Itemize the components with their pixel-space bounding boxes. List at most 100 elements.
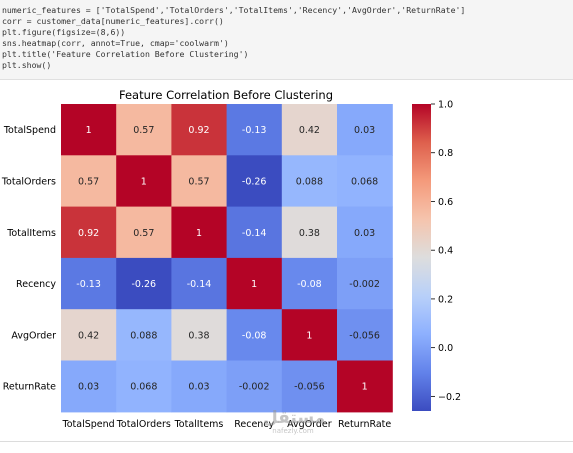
cell-annotation: 1 [362,382,368,393]
correlation-heatmap: Feature Correlation Before Clustering 1 0… [1,88,461,430]
cell-output: Feature Correlation Before Clustering 1 0… [0,80,573,449]
cell-annotation: -0.08 [242,330,267,341]
heatmap-cell [171,257,228,310]
colorbar-tick-label: 0.2 [438,294,453,305]
cell-annotation: 0.088 [296,176,323,187]
cell-annotation: 0.57 [188,176,209,187]
heatmap-cell [61,309,117,362]
colorbar-tick-label: −0.2 [438,392,461,403]
heatmap-cell [116,257,172,310]
heatmap-cell [281,104,338,156]
row-label: TotalSpend [3,125,56,136]
cell-annotation: 0.92 [78,228,99,239]
colorbar [412,104,431,411]
heatmap-cell [171,155,228,208]
row-label: TotalItems [6,228,56,239]
cell-annotation: -0.13 [242,125,267,136]
heatmap-cell [61,206,117,259]
cell-annotation: 0.03 [188,382,209,393]
heatmap-cell [281,309,338,362]
column-labels: TotalSpend TotalOrders TotalItems Recency Av… [62,419,392,430]
heatmap-cell [171,104,228,156]
cell-annotation: 1 [306,330,312,341]
cell-annotation: 0.57 [78,176,99,187]
heatmap-cell [226,257,283,310]
cell-annotation: -0.26 [242,176,267,187]
cell-annotation: 1 [86,125,92,136]
cell-annotation: 0.92 [188,125,209,136]
heatmap-cell [61,360,117,413]
heatmap-cells: 1 0.57 0.92 -0.13 0.42 0.03 0.57 1 0.57 -0.26 0.08… [61,104,393,413]
cell-annotation: 0.38 [299,228,320,239]
heatmap-cell [116,155,172,208]
cell-annotation: -0.14 [242,228,267,239]
code-line: corr = customer_data[numeric_features].c… [2,16,224,26]
heatmap-cell [337,206,393,259]
heatmap-cell [337,257,393,310]
cell-annotation: -0.056 [349,330,380,341]
cell-annotation: 0.088 [130,330,157,341]
heatmap-cell [61,155,117,208]
heatmap-cell [116,104,172,156]
colorbar-tick-label: 0.0 [438,343,453,354]
watermark: مستقل nafezly.com [263,408,326,436]
row-labels: TotalSpend TotalOrders TotalItems Recency Av… [1,125,57,393]
heatmap-cell [337,155,393,208]
code-line: sns.heatmap(corr, annot=True, cmap='cool… [2,38,229,48]
colorbar-ticks: 1.0 0.8 0.6 0.4 0.2 0.0 −0.2 [431,100,461,403]
heatmap-cell [337,309,393,362]
cell-annotation: -0.002 [239,382,270,393]
colorbar-tick-label: 0.8 [438,148,453,159]
code-line: plt.title('Feature Correlation Before Cl… [2,49,249,59]
colorbar-tick-label: 1.0 [438,100,453,111]
heatmap-cell [61,104,117,156]
column-label: TotalOrders [116,419,171,430]
cell-annotation: 1 [141,176,147,187]
column-label: AvgOrder [287,419,332,430]
heatmap-cell [337,104,393,156]
row-label: ReturnRate [3,382,56,393]
heatmap-cell [116,206,172,259]
heatmap-cell [226,155,283,208]
heatmap-cell [61,257,117,310]
heatmap-cell [226,104,283,156]
heatmap-cell [171,206,228,259]
watermark-logo: مستقل [263,408,326,428]
cell-annotation: -0.13 [76,279,101,290]
cell-annotation: 0.57 [133,228,154,239]
cell-divider [0,441,573,442]
heatmap-cell [281,360,338,413]
code-line: plt.show() [2,60,52,70]
column-label: TotalItems [174,419,224,430]
cell-annotation: 0.068 [351,176,378,187]
cell-annotation: 0.03 [354,125,375,136]
code-cell[interactable]: numeric_features = ['TotalSpend','TotalO… [0,0,573,80]
cell-annotation: 0.38 [188,330,209,341]
cell-annotation: 0.03 [354,228,375,239]
column-label: TotalSpend [62,419,115,430]
cell-annotation: 1 [196,228,202,239]
cell-annotation: -0.14 [187,279,212,290]
code-line: plt.figure(figsize=(8,6)) [2,27,126,37]
cell-annotation: -0.002 [349,279,380,290]
heatmap-cell [171,309,228,362]
heatmap-cell [116,309,172,362]
heatmap-cell [226,309,283,362]
heatmap-cell [281,155,338,208]
chart-title: Feature Correlation Before Clustering [119,88,333,102]
heatmap-cell [281,257,338,310]
row-label: AvgOrder [11,330,56,341]
cell-annotation: -0.056 [294,382,325,393]
cell-annotation: -0.26 [132,279,157,290]
colorbar-tick-label: 0.4 [438,246,453,257]
heatmap-cell [116,360,172,413]
cell-annotation: 0.42 [78,330,99,341]
cell-annotation: 1 [251,279,257,290]
code-line: numeric_features = ['TotalSpend','TotalO… [2,5,466,15]
column-label: Recency [234,419,274,430]
cell-annotation: 0.42 [299,125,320,136]
heatmap-cell [337,360,393,413]
heatmap-cell [281,206,338,259]
cell-annotation: 0.57 [133,125,154,136]
row-label: TotalOrders [1,176,56,187]
